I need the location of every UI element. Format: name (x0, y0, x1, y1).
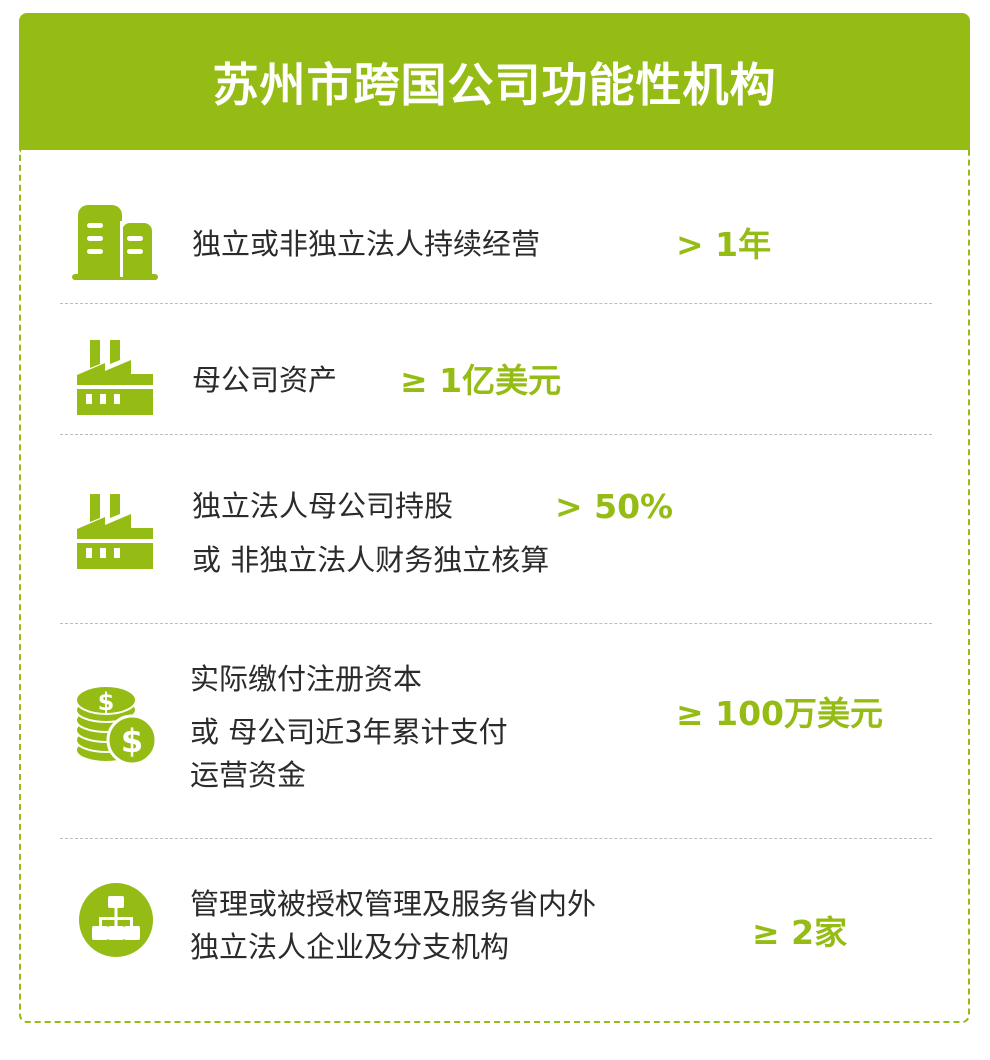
row-4-text-line-3: 运营资金 (190, 758, 307, 792)
coins-dollar-icon: $ $ (75, 685, 158, 766)
org-chart-icon (79, 883, 153, 957)
row-4-text-line-1: 实际缴付注册资本 (190, 662, 423, 696)
row-3-text-line-2: 或 非独立法人财务独立核算 (192, 543, 550, 577)
content-box (19, 150, 970, 1023)
factory-icon (77, 494, 153, 569)
svg-text:$: $ (121, 722, 143, 760)
row-3-value: > 50% (555, 487, 674, 526)
row-4-value: ≥ 100万美元 (676, 694, 884, 733)
row-3-text-line-1: 独立法人母公司持股 (192, 489, 454, 523)
page-title: 苏州市跨国公司功能性机构 (212, 57, 777, 112)
header-banner: 苏州市跨国公司功能性机构 (19, 13, 970, 150)
divider (60, 838, 932, 839)
row-2-text: 母公司资产 (192, 363, 338, 397)
row-4-text-line-2: 或 母公司近3年累计支付 (190, 715, 508, 749)
row-1-value: > 1年 (676, 225, 772, 264)
divider (60, 623, 932, 624)
row-2-value: ≥ 1亿美元 (400, 361, 562, 400)
svg-text:$: $ (98, 688, 115, 716)
divider (60, 434, 932, 435)
row-5-text-line-1: 管理或被授权管理及服务省内外 (190, 887, 597, 921)
row-1-text: 独立或非独立法人持续经营 (192, 227, 541, 261)
row-5-text-line-2: 独立法人企业及分支机构 (190, 930, 510, 964)
divider (60, 303, 932, 304)
factory-icon (77, 340, 153, 415)
office-buildings-icon (72, 205, 158, 280)
row-5-value: ≥ 2家 (752, 913, 848, 952)
